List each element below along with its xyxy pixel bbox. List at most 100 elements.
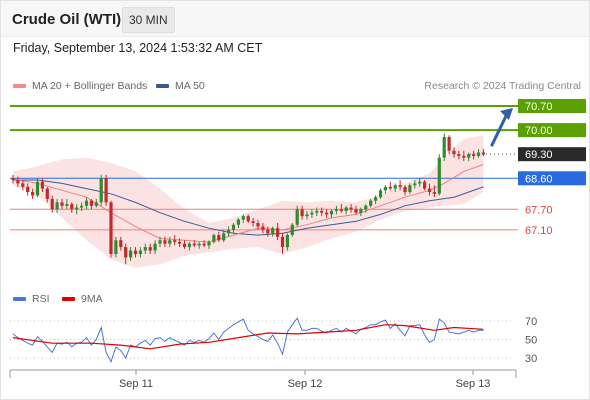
candle-body-32 [168,240,172,244]
candle-body-31 [163,240,167,244]
candle-body-12 [70,204,74,210]
candle-body-90 [452,150,456,155]
candle-body-61 [310,212,314,215]
candle-body-62 [315,210,319,213]
candle-body-6 [40,181,44,189]
candle-body-45 [231,224,236,230]
candle-body-14 [80,205,84,208]
candle-body-15 [84,200,89,206]
candle-body-76 [383,186,387,191]
candle-body-28 [148,247,152,251]
level-tag-69.30 [518,147,586,162]
candle-body-46 [236,219,240,225]
level-tag-68.60 [518,171,586,186]
candle-body-78 [393,185,397,189]
candle-body-34 [178,241,182,244]
candle-body-93 [467,154,471,158]
timestamp: Friday, September 13, 2024 1:53:32 AM CE… [13,41,263,55]
candle-body-79 [398,185,402,187]
candle-body-63 [320,210,324,213]
level-label-70.70: 70.70 [525,101,553,113]
candle-body-74 [374,197,378,201]
candle-body-88 [442,136,446,158]
candle-body-87 [437,157,441,194]
candle-body-43 [222,233,226,241]
legend-label-9ma: 9MA [81,293,103,305]
ma50-line [13,179,484,236]
candle-body-4 [31,192,35,196]
candle-body-89 [447,136,451,151]
candle-body-81 [408,185,412,193]
candle-body-64 [325,212,329,215]
legend-label-ma20: MA 20 + Bollinger Bands [32,80,148,92]
candle-body-40 [207,241,211,246]
candle-body-33 [173,240,177,242]
candle-body-71 [359,209,363,213]
candle-body-39 [202,243,206,246]
candle-body-91 [457,154,461,156]
candle-body-36 [187,243,191,248]
legend-label-rsi: RSI [32,293,50,305]
candle-body-65 [329,210,334,215]
candle-body-41 [212,235,216,242]
candle-body-21 [114,240,118,254]
level-label-69.30: 69.30 [525,149,553,161]
candle-body-96 [481,152,485,155]
candle-body-17 [94,202,98,206]
candle-body-42 [217,235,221,241]
candle-body-75 [378,190,383,198]
candle-body-82 [413,183,417,186]
candle-body-0 [11,178,15,180]
chart-header: Crude Oil (WTI) 30 MIN [1,1,589,37]
candle-body-52 [266,229,270,234]
candle-body-19 [104,178,108,203]
bollinger-band [13,135,484,268]
candle-body-16 [89,200,93,206]
candle-body-37 [192,243,196,246]
candle-body-7 [45,188,49,199]
candle-body-55 [280,236,285,248]
candle-body-50 [256,223,260,227]
legend-swatch-ma20 [13,84,26,88]
candle-body-67 [339,209,343,211]
credit-text: Research © 2024 Trading Central [424,80,581,92]
price-chart[interactable]: 70.70 70.00 69.30 68.60 67.70 67.10 [0,0,590,290]
candle-body-13 [75,207,79,210]
candle-body-95 [476,152,481,156]
candle-body-57 [290,224,294,236]
level-label-70.00: 70.00 [525,125,553,137]
candle-body-48 [246,216,250,222]
candle-body-3 [26,186,30,193]
level-tag-70.00 [518,123,586,138]
level-label-68.60: 68.60 [525,173,553,185]
level-label-67.70: 67.70 [525,204,553,216]
candle-body-59 [300,209,304,217]
candle-body-80 [403,186,407,193]
candle-body-24 [129,250,133,258]
candle-body-72 [364,205,368,210]
candle-body-60 [305,214,309,217]
candle-body-73 [369,200,373,206]
candle-body-70 [354,209,358,213]
candle-body-11 [65,204,69,206]
interval-button[interactable]: 30 MIN [122,7,175,33]
candle-body-38 [197,243,201,246]
level-tag-70.70 [518,99,586,113]
candle-body-22 [119,240,123,248]
candle-body-51 [261,226,265,230]
instrument-title: Crude Oil (WTI) [12,11,122,28]
legend-ma50: MA 50 [156,80,205,92]
legend-swatch-9ma [62,297,75,301]
level-label-67.10: 67.10 [525,225,553,237]
legend-rsi: RSI [13,293,50,305]
legend-label-ma50: MA 50 [175,80,205,92]
candle-body-56 [285,235,289,248]
legend-ma20-bollinger: MA 20 + Bollinger Bands [13,80,147,92]
candle-body-29 [153,243,157,251]
candle-body-20 [109,202,113,254]
candle-body-66 [334,209,338,211]
forecast-arrow-head [500,108,513,120]
candle-body-58 [295,209,299,225]
candle-body-47 [241,216,245,220]
candle-body-83 [418,181,422,184]
